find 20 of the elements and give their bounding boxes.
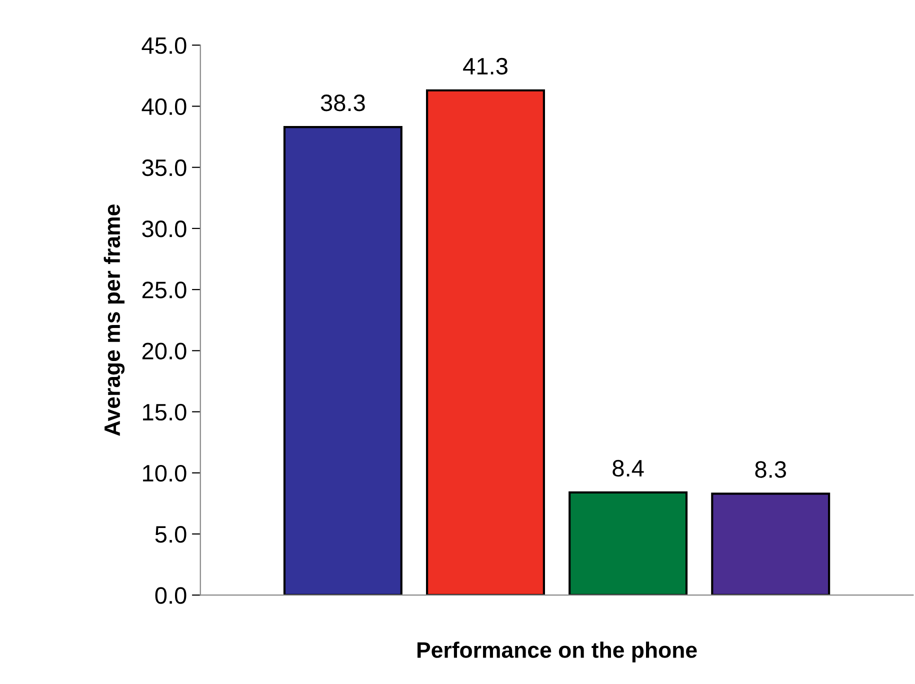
y-axis-title: Average ms per frame — [104, 204, 125, 436]
y-tick-label: 5.0 — [155, 526, 186, 543]
bar — [711, 492, 830, 596]
y-tick-label: 15.0 — [143, 404, 186, 421]
data-label: 41.3 — [463, 58, 508, 75]
y-tick-label: 20.0 — [142, 342, 186, 360]
y-tick-label: 40.0 — [142, 98, 186, 116]
data-label: 38.3 — [320, 94, 365, 112]
y-tick-label: 35.0 — [142, 159, 186, 176]
bar — [568, 491, 688, 596]
y-tick-label: 0.0 — [155, 587, 186, 604]
y-tick-label: 25.0 — [142, 282, 186, 298]
y-tick-label: 10.0 — [143, 464, 186, 482]
y-tick-label: 30.0 — [142, 220, 186, 238]
x-axis-title: Performance on the phone — [418, 642, 697, 662]
bar — [283, 126, 402, 596]
y-tick-label: 45.0 — [142, 37, 186, 54]
data-label: 8.3 — [755, 461, 786, 478]
bar — [426, 89, 545, 596]
data-label: 8.4 — [612, 460, 644, 477]
